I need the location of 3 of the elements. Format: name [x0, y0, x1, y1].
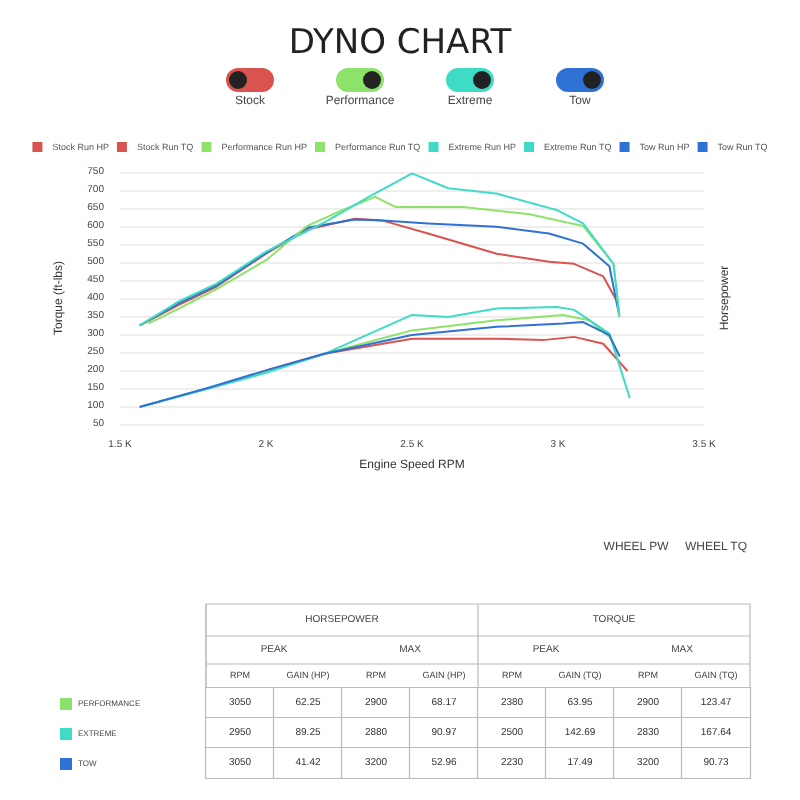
line-series: [148, 195, 621, 325]
chart-title: DYNO CHART: [288, 23, 513, 63]
line-series: [139, 172, 621, 326]
